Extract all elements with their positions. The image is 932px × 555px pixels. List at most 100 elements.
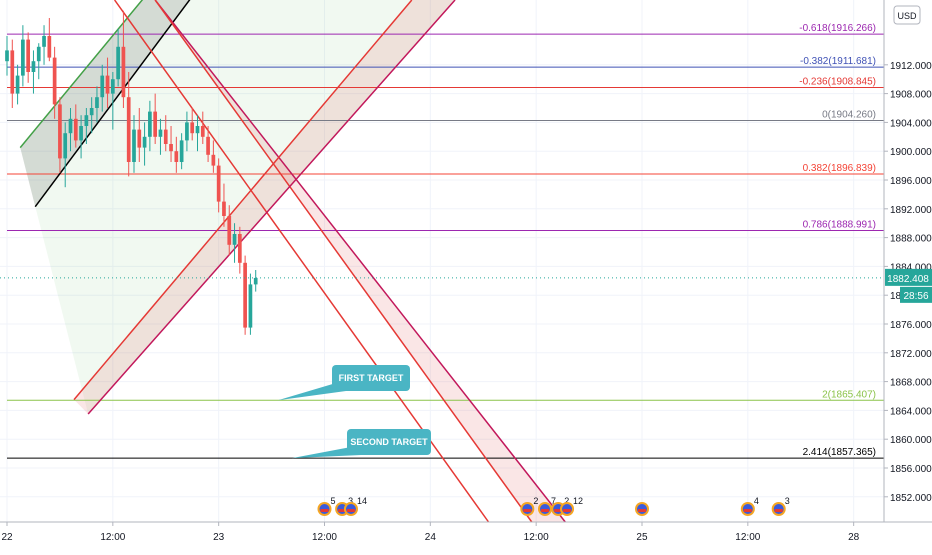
time-tick-label: 22: [1, 532, 13, 543]
candle-body[interactable]: [206, 136, 210, 155]
callout-box[interactable]: [347, 429, 431, 455]
time-tick-label: 12:00: [100, 532, 125, 543]
candle-body[interactable]: [153, 111, 158, 137]
candle-body[interactable]: [95, 97, 99, 108]
candle-body[interactable]: [68, 118, 73, 134]
candle-body[interactable]: [174, 151, 179, 162]
price-tick-label: 1888.000: [890, 234, 932, 245]
candle-body[interactable]: [253, 277, 258, 285]
price-tick-label: 1904.000: [890, 118, 932, 129]
candle-body[interactable]: [79, 126, 83, 141]
candle-body[interactable]: [222, 201, 226, 216]
candle-body[interactable]: [137, 129, 142, 148]
candle-body[interactable]: [216, 165, 221, 202]
candle-body[interactable]: [42, 36, 46, 47]
event-markers[interactable]: 5 3 14 2 7 2 12 4 3: [317, 496, 790, 516]
candle-body[interactable]: [179, 140, 184, 162]
event-count: 5: [330, 496, 335, 506]
current-price-tag[interactable]: 1882.408 28:56: [885, 268, 932, 303]
candle-body[interactable]: [195, 126, 200, 134]
event-flag-stripe: [637, 509, 646, 512]
fib-label: 0.382(1896.839): [803, 163, 876, 174]
candle-body[interactable]: [110, 79, 115, 94]
candle-body[interactable]: [163, 129, 168, 144]
fib-label: -0.382(1911.681): [800, 56, 876, 67]
candle-body[interactable]: [243, 262, 247, 328]
time-tick-label: 12:00: [735, 532, 760, 543]
target-callouts[interactable]: FIRST TARGET SECOND TARGET: [278, 365, 431, 459]
candle-body[interactable]: [89, 108, 94, 116]
time-tick-label: 12:00: [524, 532, 549, 543]
candles[interactable]: [5, 10, 258, 335]
currency-button[interactable]: USD: [893, 5, 921, 25]
current-price-bg: [885, 268, 932, 286]
trend-line[interactable]: [87, 0, 456, 415]
candle-body[interactable]: [211, 154, 216, 166]
candle-body[interactable]: [52, 57, 57, 105]
countdown-bg: [900, 286, 932, 303]
candle-body[interactable]: [126, 97, 131, 162]
trend-lines[interactable]: [19, 0, 566, 523]
candle-body[interactable]: [248, 284, 253, 328]
candle-body[interactable]: [142, 136, 147, 148]
candle-body[interactable]: [190, 122, 195, 134]
event-count: 14: [357, 496, 367, 506]
candle-body[interactable]: [58, 104, 62, 159]
price-tick-label: 1860.000: [890, 435, 932, 446]
event-flag-stripe: [338, 509, 347, 512]
candle-body[interactable]: [5, 50, 9, 62]
candle-body[interactable]: [15, 75, 20, 94]
fib-label: 0(1904.260): [822, 110, 876, 121]
event-count: 12: [573, 496, 583, 506]
candle-body[interactable]: [227, 216, 232, 245]
candle-body[interactable]: [169, 144, 173, 152]
callout-box[interactable]: [332, 365, 410, 391]
candle-body[interactable]: [185, 122, 189, 141]
trend-line[interactable]: [19, 0, 148, 149]
event-flag-stripe: [563, 509, 572, 512]
trend-line[interactable]: [34, 0, 192, 208]
price-tick-label: 1912.000: [890, 61, 932, 72]
candle-body[interactable]: [36, 46, 41, 62]
time-tick-label: 28: [848, 532, 860, 543]
callout-label: SECOND TARGET: [350, 437, 428, 447]
candle-body[interactable]: [10, 50, 15, 94]
candle-body[interactable]: [84, 115, 89, 126]
candle-body[interactable]: [158, 129, 163, 137]
candle-body[interactable]: [132, 129, 136, 162]
trend-line[interactable]: [154, 0, 533, 523]
time-tick-label: 25: [636, 532, 648, 543]
event-flag-stripe: [523, 509, 532, 512]
fib-levels[interactable]: -0.618(1916.266) -0.382(1911.681) -0.236(1…: [7, 23, 884, 459]
candle-body[interactable]: [121, 46, 126, 98]
event-count: 7: [551, 496, 556, 506]
candle-body[interactable]: [63, 133, 68, 159]
candle-body[interactable]: [100, 75, 105, 98]
candle-body[interactable]: [47, 36, 52, 58]
candle-body[interactable]: [232, 234, 237, 245]
candle-body[interactable]: [116, 46, 120, 80]
candle-body[interactable]: [237, 234, 242, 263]
price-tick-label: 1896.000: [890, 176, 932, 187]
trend-line[interactable]: [154, 0, 566, 523]
price-tick-label: 1864.000: [890, 406, 932, 417]
candle-body[interactable]: [105, 75, 110, 94]
candle-body[interactable]: [73, 118, 78, 141]
candle-body[interactable]: [21, 39, 25, 76]
time-tick-label: 23: [213, 532, 225, 543]
candle-body[interactable]: [26, 39, 31, 72]
candle-body[interactable]: [148, 111, 152, 137]
event-count: 4: [754, 496, 759, 506]
dark-wedge-region: [20, 0, 190, 207]
time-axis-panel[interactable]: [0, 522, 932, 550]
candle-body[interactable]: [31, 61, 36, 72]
trend-line[interactable]: [73, 0, 413, 401]
callout-tail: [292, 447, 361, 459]
fib-label: 2.414(1857.365): [803, 447, 876, 458]
price-tick-label: 1856.000: [890, 464, 932, 475]
fib-label: -0.618(1916.266): [799, 23, 876, 34]
candle-body[interactable]: [200, 126, 205, 137]
